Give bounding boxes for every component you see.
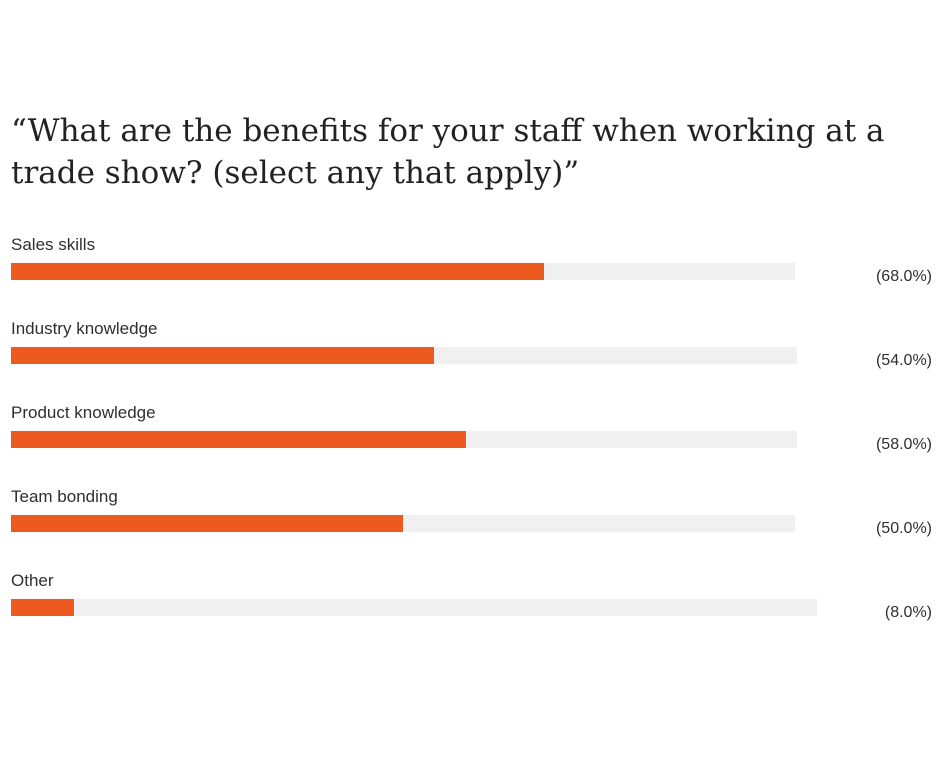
- category-label: Other: [11, 571, 54, 590]
- value-label: (58.0%): [875, 436, 932, 453]
- category-label: Product knowledge: [11, 403, 156, 422]
- bar-row: Sales skills (68.0%): [0, 235, 940, 295]
- value-label: (50.0%): [875, 520, 932, 537]
- value-label: (68.0%): [875, 268, 932, 285]
- bar-track: [11, 347, 797, 364]
- bar-row: Team bonding (50.0%): [0, 487, 940, 547]
- bar-fill: [11, 599, 74, 616]
- category-label: Sales skills: [11, 235, 96, 254]
- bar-track: [11, 599, 817, 616]
- bar-row: Other (8.0%): [0, 571, 940, 631]
- bar-row: Industry knowledge (54.0%): [0, 319, 940, 379]
- category-label: Industry knowledge: [11, 319, 158, 338]
- bar-track: [11, 431, 797, 448]
- value-label: (8.0%): [884, 604, 932, 621]
- category-label: Team bonding: [11, 487, 118, 506]
- bar-track: [11, 263, 795, 280]
- value-label: (54.0%): [875, 352, 932, 369]
- bar-track: [11, 515, 795, 532]
- bar-row: Product knowledge (58.0%): [0, 403, 940, 463]
- bar-fill: [11, 431, 466, 448]
- chart-title: “What are the benefits for your staff wh…: [11, 113, 885, 191]
- bar-fill: [11, 263, 545, 280]
- bar-fill: [11, 515, 403, 532]
- bar-fill: [11, 347, 435, 364]
